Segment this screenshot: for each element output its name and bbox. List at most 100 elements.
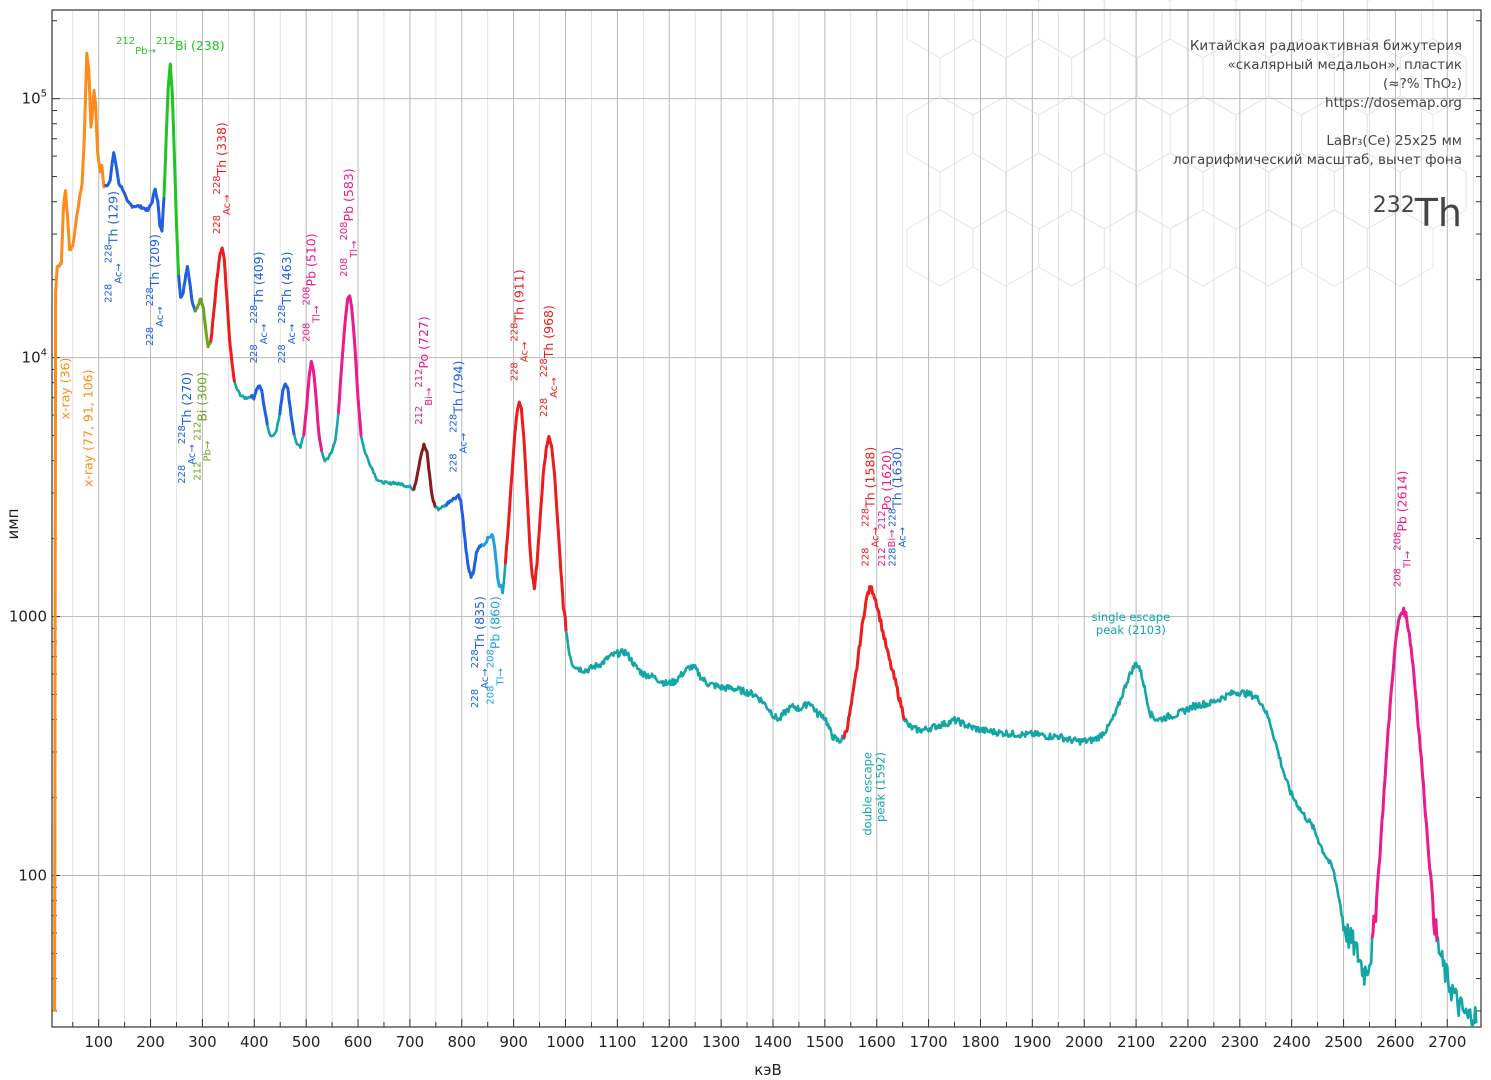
peak-label: x-ray (77, 91, 106) — [80, 370, 95, 487]
y-axis-title: имп — [4, 509, 22, 540]
isotope-symbol: Th — [1414, 191, 1462, 235]
peak-segment — [278, 382, 296, 436]
x-tick-label: 1500 — [806, 1033, 844, 1051]
peak-segment — [53, 189, 83, 1012]
peak-label-part: Ac→ — [114, 263, 125, 284]
info-box: Китайская радиоактивная бижутерия «скаляр… — [1173, 38, 1462, 235]
hexagon-shape — [1038, 209, 1105, 287]
x-tick-label: 2400 — [1273, 1033, 1311, 1051]
peak-label-text: 212Pb→212Bi (238) — [116, 36, 225, 57]
hexagon-shape — [1103, 0, 1171, 59]
peak-label-text: 228Ac→228Th (794) — [449, 361, 470, 473]
peak-segment — [464, 543, 483, 579]
peak-label-part: 208 — [1393, 568, 1404, 587]
y-tick-label: 1000 — [9, 608, 47, 626]
x-tick-label: 1900 — [1013, 1033, 1051, 1051]
y-tick-label: 100 — [18, 867, 47, 885]
peak-label-part: Tl→ — [496, 668, 507, 686]
x-tick-label: 300 — [188, 1033, 217, 1051]
peak-label-part: Ac→ — [287, 324, 298, 345]
peak-label-part: 212 — [414, 406, 425, 425]
hexagon-shape — [906, 0, 974, 59]
peak-label-part: Pb (2614) — [1395, 471, 1410, 532]
peak-label-part: 228 — [888, 508, 899, 527]
peak-label-text: 228Ac→228Th (338) — [212, 122, 233, 234]
hexagon-shape — [1366, 209, 1434, 287]
peak-label: 228Ac→228Th (968) — [539, 305, 560, 417]
x-tick-label: 2300 — [1221, 1033, 1259, 1051]
peak-label: 228Ac→228Th (338) — [212, 122, 233, 234]
hexagon-shape — [939, 38, 1007, 116]
peak-label-text: 228Ac→228Th (209) — [145, 234, 166, 346]
peak-label-part: 228 — [509, 323, 520, 342]
peak-label-part: x-ray (77, 91, 106) — [80, 370, 95, 487]
peak-label: x-ray (36) — [58, 358, 73, 420]
peak-segment — [249, 384, 269, 425]
hexagon-shape — [939, 152, 1007, 230]
peak-label: 228Ac→228Th (1588) — [861, 447, 882, 567]
peak-label-part: 212 — [414, 369, 425, 388]
hexagon-shape — [972, 0, 1040, 59]
peak-annotations: x-ray (36) x-ray (77, 91, 106)228Ac→228Th… — [58, 36, 1414, 836]
x-tick-label: 1100 — [598, 1033, 636, 1051]
peak-segment — [1370, 606, 1439, 942]
peak-label-part: Th (338) — [214, 122, 229, 176]
peak-label-text: 228Ac→228Th (968) — [539, 305, 560, 417]
peak-segment — [302, 359, 324, 452]
info-line: https://dosemap.org — [1325, 95, 1462, 111]
hexagon-shape — [1103, 95, 1171, 173]
info-line: Китайская радиоактивная бижутерия — [1190, 38, 1462, 54]
note-line: peak (1592) — [874, 752, 888, 822]
hexagon-shape — [906, 95, 974, 173]
peak-label-text: 228Ac→228Th (911) — [509, 269, 530, 381]
peak-segment — [336, 294, 363, 437]
peak-segment — [412, 442, 437, 508]
peak-label-text: 208Tl→208Pb (583) — [339, 168, 360, 277]
peak-label-part: 228 — [177, 465, 188, 484]
x-tick-label: 1600 — [858, 1033, 896, 1051]
peak-label-part: Th (911) — [511, 269, 526, 323]
peak-label-part: Th (968) — [541, 305, 556, 359]
peak-label-part: 228 — [104, 244, 115, 263]
peak-label-text: 208Tl→208Pb (510) — [301, 233, 322, 342]
peak-label-part: 212 — [192, 462, 203, 481]
peak-label-part: Tl→ — [1403, 551, 1414, 569]
peak-label-part: 228 — [277, 305, 288, 324]
peak-label-part: 228 — [177, 425, 188, 444]
x-tick-label: 1700 — [909, 1033, 947, 1051]
peak-label-text: x-ray (36) — [58, 358, 73, 420]
peak-label-part: Th (209) — [147, 234, 162, 288]
x-tick-label: 2000 — [1065, 1033, 1103, 1051]
spectrum-line — [53, 52, 1478, 1029]
hexagon-shape — [1038, 95, 1105, 173]
peak-segment — [481, 533, 505, 594]
peak-label-text: 212Bi→212Po (1620) — [877, 450, 898, 567]
peak-label-part: Bi (300) — [194, 372, 209, 422]
hexagon-shape — [972, 95, 1040, 173]
peak-label-part: Ac→ — [222, 194, 233, 215]
peak-label-text: 228Ac→228Th (270) — [177, 372, 198, 484]
x-tick-label: 800 — [447, 1033, 476, 1051]
peak-label-part: 228 — [539, 398, 550, 417]
peak-label-part: Ac→ — [459, 433, 470, 454]
peak-label-part: Po (1620) — [879, 450, 894, 510]
peak-label: 228Ac→228Th (835) — [470, 596, 491, 708]
peak-segment — [103, 151, 166, 233]
peak-label-part: 208 — [1393, 532, 1404, 551]
peak-label-part: Tl→ — [349, 241, 360, 259]
peak-label: 228Ac→228Th (463) — [277, 252, 298, 364]
peak-label-part: Pb (583) — [341, 168, 356, 221]
hexagon-shape — [1005, 152, 1073, 230]
peak-label-part: Pb→ — [135, 46, 156, 57]
peak-label-part: Th (129) — [106, 191, 121, 245]
peak-label-part: Po (727) — [416, 316, 431, 368]
peak-label: 212Pb→212Bi (238) — [116, 36, 225, 57]
peak-label-part: 228 — [145, 327, 156, 346]
peak-label-text: 228Ac→228Th (835) — [470, 596, 491, 708]
peak-label: 212Bi→212Po (1620) — [877, 450, 898, 567]
peak-label-part: 228 — [888, 548, 899, 567]
peak-segment — [842, 585, 906, 739]
peak-label: 208Tl→208Pb (510) — [301, 233, 322, 342]
info-line: логарифмический масштаб, вычет фона — [1173, 152, 1462, 168]
